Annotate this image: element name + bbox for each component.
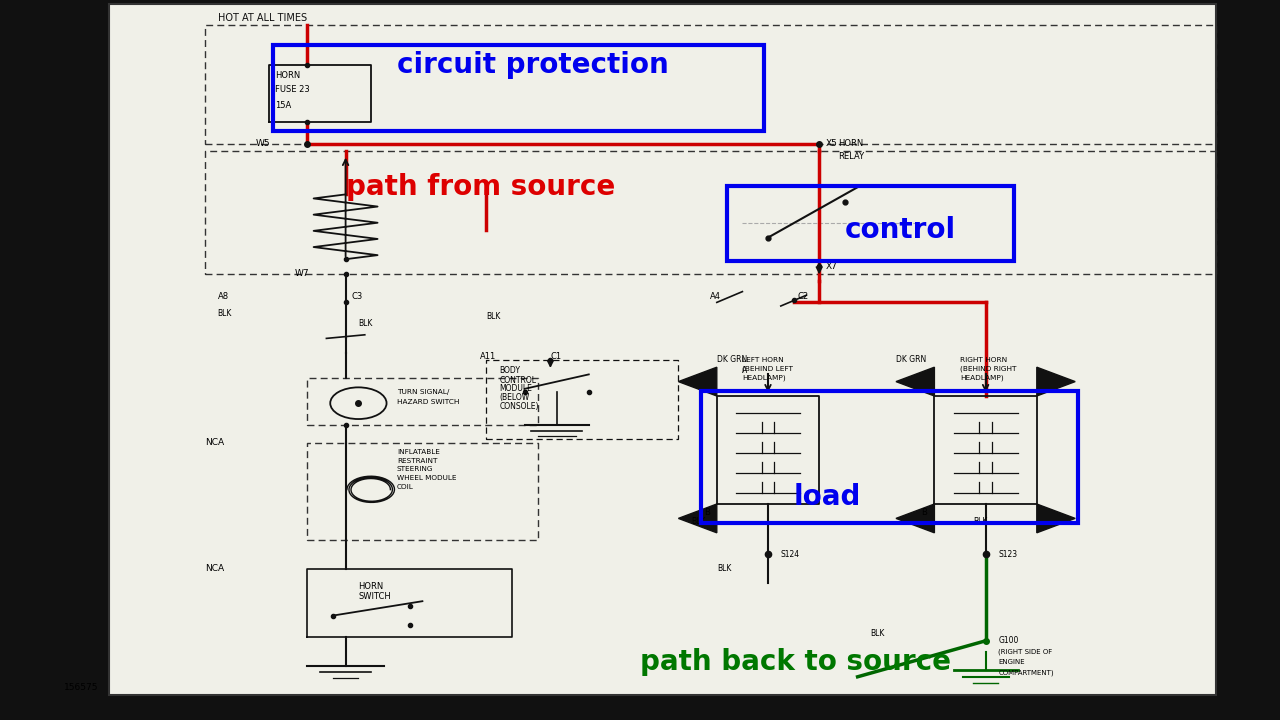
Text: BLK: BLK xyxy=(358,320,372,328)
Text: X5: X5 xyxy=(826,140,837,148)
Text: CONTROL: CONTROL xyxy=(499,376,536,384)
Text: C2: C2 xyxy=(797,292,809,301)
Text: BODY: BODY xyxy=(499,366,520,375)
Text: BLK: BLK xyxy=(218,309,232,318)
Text: INFLATABLE: INFLATABLE xyxy=(397,449,439,455)
Text: W5: W5 xyxy=(256,140,270,148)
Text: C3: C3 xyxy=(352,292,364,301)
Text: X7: X7 xyxy=(826,262,837,271)
Text: (BEHIND RIGHT: (BEHIND RIGHT xyxy=(960,365,1016,372)
Text: load: load xyxy=(794,483,861,510)
Polygon shape xyxy=(1037,367,1075,396)
Text: control: control xyxy=(845,217,956,244)
Text: (BELOW: (BELOW xyxy=(499,393,530,402)
Text: BLK: BLK xyxy=(486,312,500,321)
Text: A: A xyxy=(742,366,748,375)
Text: CONSOLE): CONSOLE) xyxy=(499,402,539,410)
Text: C1: C1 xyxy=(550,352,562,361)
Text: RELAY: RELAY xyxy=(838,153,864,161)
Text: BLK: BLK xyxy=(870,629,884,638)
Text: G100: G100 xyxy=(998,636,1019,645)
Text: BLK: BLK xyxy=(973,518,987,526)
Text: HORN: HORN xyxy=(838,140,864,148)
Text: 15A: 15A xyxy=(275,102,292,110)
Text: HEADLAMP): HEADLAMP) xyxy=(742,374,786,381)
Polygon shape xyxy=(678,504,717,533)
Text: path back to source: path back to source xyxy=(640,649,951,676)
Text: HOT AT ALL TIMES: HOT AT ALL TIMES xyxy=(218,13,307,23)
Text: circuit protection: circuit protection xyxy=(397,51,668,78)
Text: SWITCH: SWITCH xyxy=(358,592,392,600)
Text: UNDERHOOD
FUSE BLOCK
RIGHT FRONT
OF ENGINE
COMPARTMENT,
ABOVE BATTERY): UNDERHOOD FUSE BLOCK RIGHT FRONT OF ENGI… xyxy=(1242,50,1280,112)
Polygon shape xyxy=(1037,504,1075,533)
Text: TURN SIGNAL/: TURN SIGNAL/ xyxy=(397,390,449,395)
Text: RIGHT HORN: RIGHT HORN xyxy=(960,357,1007,363)
Text: COIL: COIL xyxy=(397,484,413,490)
Text: HEADLAMP): HEADLAMP) xyxy=(960,374,1004,381)
Text: S124: S124 xyxy=(781,550,800,559)
Text: (RIGHT SIDE OF: (RIGHT SIDE OF xyxy=(998,648,1052,655)
Text: (BEHIND LEFT: (BEHIND LEFT xyxy=(742,365,794,372)
Polygon shape xyxy=(896,504,934,533)
Text: NCA: NCA xyxy=(205,564,224,573)
Text: FUSE 23: FUSE 23 xyxy=(275,86,310,94)
Text: B: B xyxy=(704,508,710,517)
Text: 156575: 156575 xyxy=(64,683,99,692)
Text: RESTRAINT: RESTRAINT xyxy=(397,458,438,464)
Text: LEFT HORN: LEFT HORN xyxy=(742,357,785,363)
Text: HORN: HORN xyxy=(275,71,301,80)
Polygon shape xyxy=(896,367,934,396)
Text: WHEEL MODULE: WHEEL MODULE xyxy=(397,475,456,481)
Polygon shape xyxy=(678,367,717,396)
Text: COMPARTMENT): COMPARTMENT) xyxy=(998,670,1053,677)
Text: DK GRN: DK GRN xyxy=(896,356,927,364)
Text: HORN: HORN xyxy=(358,582,384,591)
Text: MODULE: MODULE xyxy=(499,384,532,393)
Text: B: B xyxy=(922,508,928,517)
Text: A4: A4 xyxy=(710,292,722,301)
Text: HAZARD SWITCH: HAZARD SWITCH xyxy=(397,399,460,405)
Text: ENGINE: ENGINE xyxy=(998,660,1025,665)
Text: A11: A11 xyxy=(480,352,497,361)
Text: path from source: path from source xyxy=(346,174,614,201)
Text: NCA: NCA xyxy=(205,438,224,447)
Text: W7: W7 xyxy=(294,269,308,278)
Text: A8: A8 xyxy=(218,292,229,301)
Text: BLK: BLK xyxy=(691,518,705,526)
Text: S123: S123 xyxy=(998,550,1018,559)
Text: DK GRN: DK GRN xyxy=(717,356,748,364)
Text: STEERING: STEERING xyxy=(397,467,434,472)
Text: BLK: BLK xyxy=(717,564,731,573)
